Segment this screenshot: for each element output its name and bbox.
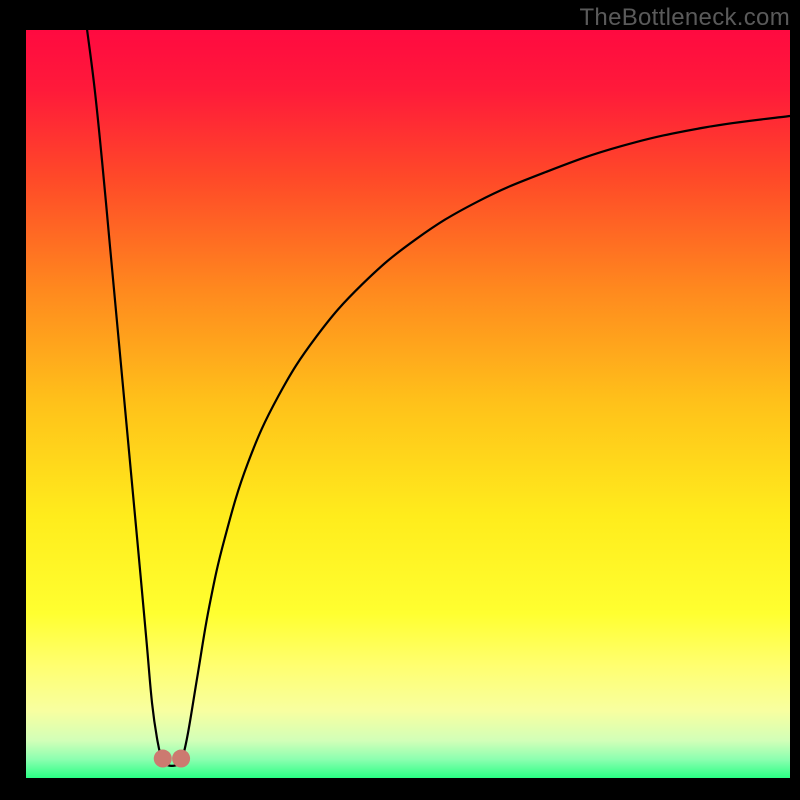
watermark-text: TheBottleneck.com: [579, 4, 790, 32]
plot-area: [26, 30, 790, 778]
chart-container: TheBottleneck.com: [0, 0, 800, 800]
